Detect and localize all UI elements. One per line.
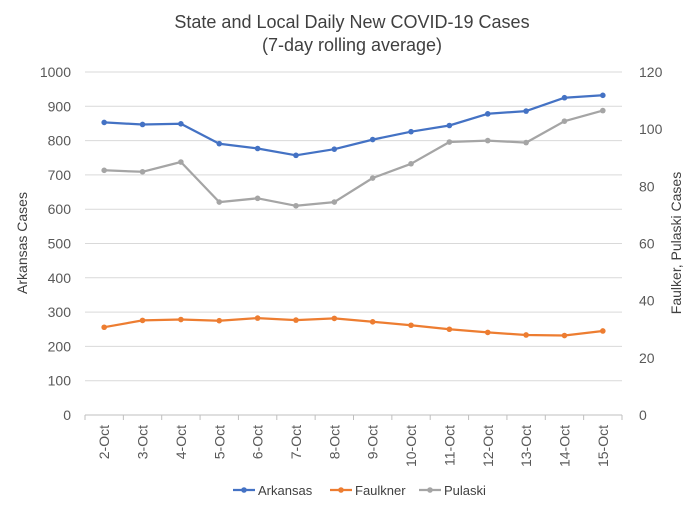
chart-subtitle: (7-day rolling average)	[262, 35, 442, 55]
y-tick-label: 1000	[40, 64, 71, 80]
y2-tick-label: 40	[639, 293, 655, 309]
series-pulaski	[101, 107, 606, 209]
data-point	[293, 152, 299, 159]
legend-swatch-marker	[427, 487, 433, 493]
data-point	[254, 315, 261, 321]
series-line	[103, 94, 604, 157]
x-tick-label: 15-Oct	[595, 425, 611, 467]
data-point	[293, 202, 299, 209]
data-point	[139, 168, 146, 175]
legend-item-pulaski: Pulaski	[419, 483, 486, 498]
axes: 0 100 200 300 400 500 600 700 800 900 1000 0 20 40 60 8…	[40, 64, 663, 467]
series-group	[101, 92, 606, 339]
y-tick-label: 200	[48, 338, 72, 354]
legend-item-faulkner: Faulkner	[330, 483, 406, 498]
y2-tick-label: 60	[639, 236, 655, 252]
data-point	[216, 140, 223, 147]
data-point	[331, 146, 338, 152]
y-tick-label: 500	[48, 236, 72, 252]
x-tick-label: 13-Oct	[518, 425, 534, 467]
data-point	[600, 328, 606, 334]
data-point	[523, 139, 529, 146]
y-tick-label: 400	[48, 270, 72, 286]
data-point	[178, 159, 184, 165]
data-point	[139, 121, 146, 128]
x-tick-label: 6-Oct	[250, 425, 266, 459]
data-point	[216, 199, 223, 205]
y2-tick-label: 120	[639, 64, 663, 80]
data-point	[600, 92, 606, 99]
legend: Arkansas Faulkner Pulaski	[233, 483, 486, 498]
data-point	[369, 319, 376, 325]
y-tick-label: 100	[48, 373, 72, 389]
series-line	[103, 109, 604, 207]
data-point	[254, 195, 261, 202]
data-point	[139, 317, 146, 324]
data-point	[178, 120, 184, 127]
data-point	[293, 317, 299, 323]
series-faulkner	[101, 315, 606, 339]
x-tick-label: 3-Oct	[135, 425, 151, 459]
chart-title: State and Local Daily New COVID-19 Cases	[174, 12, 529, 32]
data-point	[484, 137, 491, 144]
legend-label: Faulkner	[355, 483, 406, 498]
data-point	[254, 145, 261, 152]
data-point	[523, 108, 529, 114]
legend-swatch-marker	[241, 487, 247, 493]
y2-tick-label: 80	[639, 178, 655, 194]
y2-axis-title: Faulker, Pulaski Cases	[668, 172, 684, 314]
y-tick-label: 0	[63, 407, 71, 423]
y2-tick-label: 20	[639, 350, 655, 366]
y-axis-title: Arkansas Cases	[14, 192, 30, 294]
data-point	[369, 175, 376, 181]
series-line	[103, 316, 604, 337]
data-point	[446, 122, 453, 129]
data-point	[216, 317, 223, 324]
x-tick-label: 7-Oct	[288, 425, 304, 459]
data-point	[561, 332, 568, 339]
data-point	[484, 329, 491, 336]
data-point	[101, 324, 107, 331]
data-point	[369, 136, 376, 143]
x-tick-label: 12-Oct	[480, 425, 496, 467]
x-tick-label: 4-Oct	[173, 425, 189, 459]
data-point	[331, 199, 338, 205]
y-tick-label: 800	[48, 133, 72, 149]
y-tick-label: 300	[48, 304, 72, 320]
y2-tick-label: 100	[639, 121, 663, 137]
data-point	[446, 139, 453, 145]
data-point	[600, 107, 606, 114]
x-tick-label: 11-Oct	[441, 425, 457, 466]
data-point	[101, 119, 107, 126]
series-arkansas	[101, 92, 606, 159]
legend-label: Arkansas	[258, 483, 313, 498]
data-point	[408, 128, 414, 135]
gridlines	[85, 71, 622, 382]
data-point	[484, 111, 491, 117]
x-tick-label: 2-Oct	[96, 425, 112, 459]
x-tick-label: 8-Oct	[326, 425, 342, 459]
x-tick-label: 9-Oct	[365, 425, 381, 459]
y-tick-label: 600	[48, 201, 72, 217]
x-tick-label: 5-Oct	[211, 425, 227, 459]
x-tick-label: 10-Oct	[403, 425, 419, 467]
data-point	[408, 160, 414, 167]
legend-label: Pulaski	[444, 483, 486, 498]
data-point	[331, 315, 338, 322]
legend-swatch-marker	[338, 487, 344, 493]
data-point	[101, 167, 107, 174]
legend-item-arkansas: Arkansas	[233, 483, 313, 498]
y-tick-label: 900	[48, 98, 72, 114]
data-point	[561, 118, 568, 124]
data-point	[561, 94, 568, 101]
y2-tick-label: 0	[639, 407, 647, 423]
x-tick-label: 14-Oct	[556, 425, 572, 467]
y-tick-label: 700	[48, 167, 72, 183]
data-point	[408, 322, 414, 329]
data-point	[523, 332, 529, 338]
data-point	[446, 326, 453, 333]
data-point	[178, 316, 184, 323]
